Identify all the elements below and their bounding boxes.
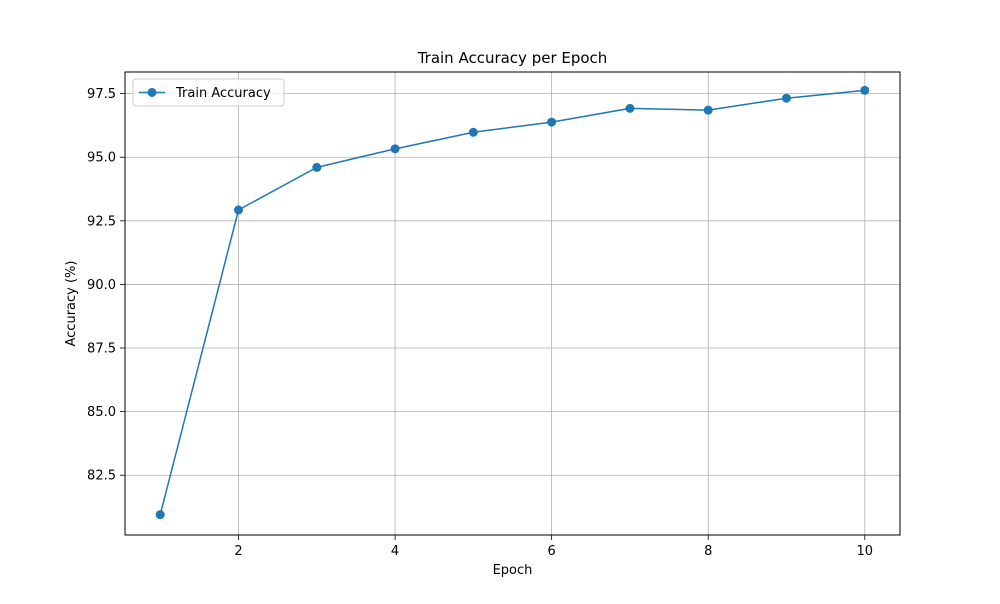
- data-point: [547, 117, 557, 127]
- x-tick-label: 4: [391, 544, 399, 559]
- data-point: [860, 85, 870, 95]
- y-tick-label: 97.5: [87, 87, 116, 102]
- legend-box: [132, 78, 285, 107]
- series-layer: [155, 85, 870, 520]
- legend: Train Accuracy: [132, 78, 285, 107]
- x-tick-label: 2: [234, 544, 242, 559]
- x-tick-label: 6: [548, 544, 556, 559]
- plot-frame: [124, 71, 901, 536]
- chart-title: Train Accuracy per Epoch: [417, 49, 608, 67]
- x-axis-ticks: 2 4 6 8 10: [234, 535, 873, 559]
- data-point: [703, 105, 713, 115]
- y-tick-label: 85.0: [87, 405, 116, 420]
- data-point: [390, 144, 400, 154]
- y-tick-label: 87.5: [87, 342, 116, 357]
- x-tick-label: 10: [856, 544, 873, 559]
- data-point: [468, 127, 478, 137]
- y-axis-label: Accuracy (%): [64, 261, 79, 347]
- y-tick-label: 95.0: [87, 151, 116, 166]
- data-point: [625, 103, 635, 113]
- grid: [125, 72, 900, 535]
- x-tick-label: 8: [704, 544, 712, 559]
- data-point: [781, 93, 791, 103]
- data-point: [234, 205, 244, 215]
- legend-label-train-accuracy: Train Accuracy: [175, 86, 271, 101]
- data-point: [155, 510, 165, 520]
- y-tick-label: 90.0: [87, 278, 116, 293]
- data-point: [312, 162, 322, 172]
- series-line-train-accuracy: [159, 89, 865, 515]
- y-axis-ticks: 82.5 85.0 87.5 90.0 92.5 95.0 97.5: [87, 87, 125, 484]
- y-tick-label: 92.5: [87, 214, 116, 229]
- x-axis-label: Epoch: [493, 563, 533, 578]
- y-tick-label: 82.5: [87, 469, 116, 484]
- legend-marker: [147, 88, 157, 97]
